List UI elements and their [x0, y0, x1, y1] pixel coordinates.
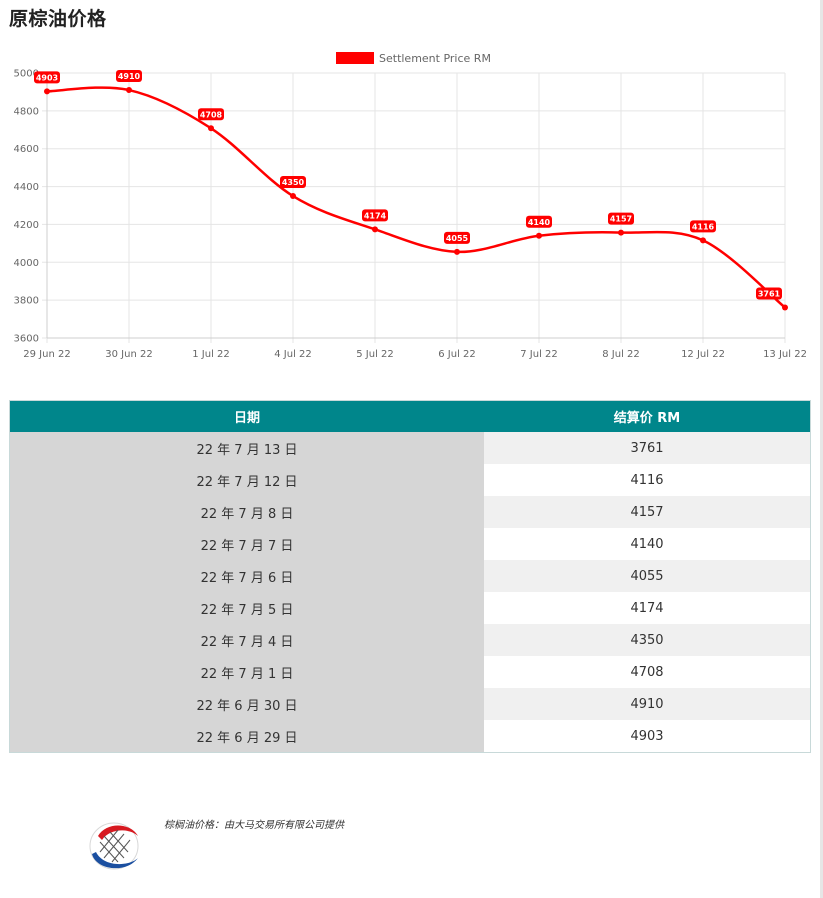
table-row: 22 年 6 月 29 日 4903 — [9, 720, 811, 753]
price-line-chart: 3600 3800 4000 4200 4400 4600 4800 5000 29 Jun 2… — [14, 52, 807, 361]
price-cell: 4903 — [484, 720, 811, 753]
price-cell: 4174 — [484, 592, 811, 624]
data-point — [700, 237, 706, 244]
table-row: 22 年 7 月 8 日 4157 — [9, 496, 811, 528]
data-label: 4157 — [610, 215, 632, 224]
date-column-header: 日期 — [9, 400, 484, 432]
y-tick-label: 4400 — [14, 182, 39, 193]
y-tick-label: 4000 — [14, 258, 39, 269]
table-row: 22 年 7 月 12 日 4116 — [9, 464, 811, 496]
x-tick-label: 7 Jul 22 — [520, 349, 558, 360]
x-tick-label: 8 Jul 22 — [602, 349, 640, 360]
date-cell: 22 年 7 月 6 日 — [9, 560, 484, 592]
price-cell: 4116 — [484, 464, 811, 496]
data-label: 3761 — [758, 290, 781, 299]
date-cell: 22 年 7 月 5 日 — [9, 592, 484, 624]
legend-label: Settlement Price RM — [379, 52, 491, 65]
data-label-bg — [116, 70, 142, 83]
price-cell: 3761 — [484, 432, 811, 464]
data-label-bg — [444, 231, 470, 244]
table-header-row: 日期 结算价 RM — [9, 400, 811, 432]
data-point — [454, 248, 460, 255]
data-point — [372, 226, 378, 233]
data-point — [536, 232, 542, 239]
data-point — [44, 88, 50, 95]
data-label-bg — [34, 71, 60, 84]
x-tick-label: 6 Jul 22 — [438, 349, 476, 360]
date-cell: 22 年 7 月 4 日 — [9, 624, 484, 656]
data-label: 4903 — [36, 73, 58, 82]
data-label: 4140 — [528, 218, 551, 227]
chart-grid — [42, 72, 786, 343]
date-cell: 22 年 7 月 8 日 — [9, 496, 484, 528]
page-right-border — [820, 0, 823, 898]
data-label: 4708 — [200, 110, 223, 119]
date-cell: 22 年 7 月 13 日 — [9, 432, 484, 464]
table-row: 22 年 7 月 6 日 4055 — [9, 560, 811, 592]
x-tick-label: 4 Jul 22 — [274, 349, 312, 360]
data-label: 4910 — [118, 72, 141, 81]
chart-series — [44, 86, 788, 311]
table-row: 22 年 7 月 13 日 3761 — [9, 432, 811, 464]
y-tick-label: 3600 — [14, 334, 39, 345]
table-row: 22 年 6 月 30 日 4910 — [9, 688, 811, 720]
x-tick-label: 13 Jul 22 — [763, 349, 807, 360]
y-tick-label: 5000 — [14, 69, 39, 80]
price-cell: 4157 — [484, 496, 811, 528]
series-line — [46, 86, 786, 309]
data-label: 4116 — [692, 222, 715, 231]
data-label: 4055 — [446, 234, 469, 243]
data-point — [618, 229, 624, 236]
price-column-header: 结算价 RM — [484, 400, 811, 432]
date-cell: 22 年 7 月 7 日 — [9, 528, 484, 560]
data-point — [782, 304, 788, 311]
price-cell: 4350 — [484, 624, 811, 656]
data-point — [208, 125, 214, 132]
date-cell: 22 年 7 月 12 日 — [9, 464, 484, 496]
y-tick-label: 4200 — [14, 220, 39, 231]
legend-swatch — [336, 52, 374, 64]
y-tick-label: 4800 — [14, 106, 39, 117]
price-cell: 4055 — [484, 560, 811, 592]
table-row: 22 年 7 月 4 日 4350 — [9, 624, 811, 656]
data-point — [126, 87, 132, 94]
y-tick-label: 3800 — [14, 296, 39, 307]
price-cell: 4140 — [484, 528, 811, 560]
data-label-bg — [690, 220, 716, 233]
chart-legend: Settlement Price RM — [336, 52, 491, 65]
price-cell: 4708 — [484, 656, 811, 688]
date-cell: 22 年 6 月 30 日 — [9, 688, 484, 720]
bursa-malaysia-logo-icon — [89, 822, 139, 870]
data-label-bg — [526, 215, 552, 228]
chart-data-labels: 4903 4910 4708 4350 4174 4055 4140 4157 4116 3761 — [34, 70, 782, 300]
footer-source-note: 棕榈油价格：由大马交易所有限公司提供 — [164, 820, 344, 831]
price-table: 日期 结算价 RM 22 年 7 月 13 日 3761 22 年 7 月 12 日… — [9, 400, 811, 753]
page-title: 原棕油价格 — [9, 8, 107, 30]
x-tick-label: 5 Jul 22 — [356, 349, 394, 360]
data-label-bg — [280, 176, 306, 189]
x-tick-label: 30 Jun 22 — [105, 349, 152, 360]
date-cell: 22 年 7 月 1 日 — [9, 656, 484, 688]
data-label-bg — [362, 209, 388, 222]
x-tick-label: 12 Jul 22 — [681, 349, 725, 360]
table-row: 22 年 7 月 1 日 4708 — [9, 656, 811, 688]
chart-axes: 3600 3800 4000 4200 4400 4600 4800 5000 29 Jun 2… — [14, 69, 807, 361]
price-cell: 4910 — [484, 688, 811, 720]
data-label: 4350 — [282, 178, 305, 187]
data-label: 4174 — [364, 211, 387, 220]
table-row: 22 年 7 月 5 日 4174 — [9, 592, 811, 624]
data-point — [290, 193, 296, 200]
y-tick-label: 4600 — [14, 144, 39, 155]
date-cell: 22 年 6 月 29 日 — [9, 720, 484, 753]
x-tick-label: 29 Jun 22 — [23, 349, 70, 360]
data-label-bg — [198, 108, 224, 121]
data-label-bg — [756, 287, 782, 300]
data-label-bg — [608, 212, 634, 225]
x-tick-label: 1 Jul 22 — [192, 349, 230, 360]
table-row: 22 年 7 月 7 日 4140 — [9, 528, 811, 560]
